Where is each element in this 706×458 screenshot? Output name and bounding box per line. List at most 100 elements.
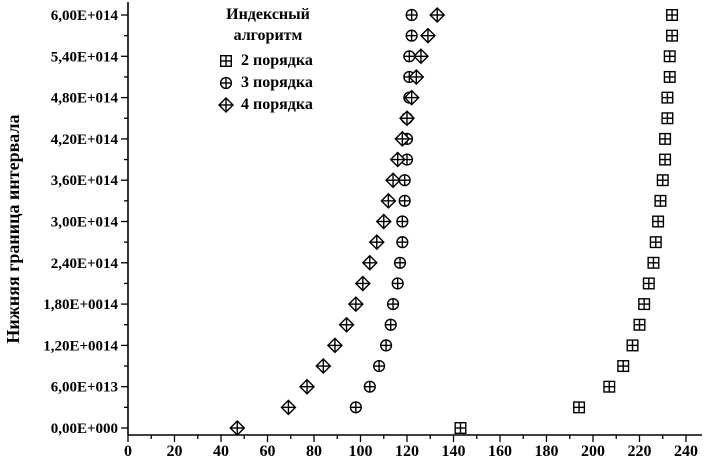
legend-title-line2: алгоритм: [233, 27, 303, 44]
data-point: [373, 359, 386, 373]
data-point: [663, 70, 676, 83]
data-point: [389, 151, 406, 168]
data-point: [299, 378, 316, 395]
data-point: [573, 401, 586, 414]
data-point: [386, 298, 400, 311]
data-point: [405, 8, 418, 22]
data-point: [642, 277, 655, 290]
data-point: [659, 132, 672, 145]
data-point: [326, 337, 343, 354]
data-point: [649, 236, 662, 249]
data-point: [396, 236, 409, 249]
data-point: [661, 91, 674, 104]
data-point: [405, 29, 418, 42]
legend-marker-glyph: [218, 97, 234, 113]
y-tick-label: 0,00E+000: [51, 421, 118, 437]
x-tick-label: 100: [349, 443, 373, 458]
x-tick-label: 80: [306, 443, 322, 458]
data-point: [656, 174, 669, 187]
data-point: [666, 29, 679, 42]
y-tick-label: 2,40E+014: [51, 256, 119, 272]
legend-entry-order4: 4 порядка: [208, 94, 328, 116]
x-tick-label: 240: [674, 443, 698, 458]
circle-plus-icon: [219, 76, 233, 90]
x-tick-label: 60: [260, 443, 276, 458]
y-tick-label: 1,80E+0014: [43, 297, 118, 313]
legend-title-line1: Индексный: [226, 6, 310, 23]
y-tick-label: 4,20E+014: [51, 132, 119, 148]
data-point: [666, 8, 679, 22]
x-tick-label: 40: [213, 443, 229, 458]
series-1: [454, 8, 679, 435]
data-point: [338, 316, 355, 333]
data-point: [633, 318, 646, 331]
data-point: [363, 380, 376, 393]
data-point: [380, 192, 397, 209]
data-point: [280, 399, 297, 416]
data-point: [385, 172, 402, 189]
data-point: [652, 215, 665, 228]
legend: Индексный алгоритм 2 порядка 3 порядка 4…: [208, 4, 328, 116]
data-point: [349, 401, 362, 414]
square-plus-icon: [220, 55, 233, 68]
data-point: [661, 112, 674, 125]
data-point: [229, 420, 246, 436]
data-point: [391, 277, 404, 290]
y-tick-label: 6,00E+014: [51, 8, 119, 24]
data-point: [412, 48, 429, 65]
data-point: [399, 110, 415, 127]
data-point: [396, 215, 409, 228]
data-point: [419, 27, 436, 44]
y-tick-label: 3,60E+014: [51, 173, 119, 189]
data-point: [647, 256, 660, 269]
data-point: [354, 275, 371, 292]
data-point: [398, 194, 411, 207]
data-point: [626, 339, 639, 352]
data-point: [663, 50, 676, 63]
y-tick-label: 6,00E+013: [51, 380, 118, 396]
data-point: [315, 358, 332, 375]
series-3: [229, 7, 446, 436]
legend-marker-glyph: [220, 55, 233, 68]
legend-entries: 2 порядка 3 порядка 4 порядка: [208, 50, 328, 116]
legend-entry-label: 2 порядка: [241, 52, 313, 69]
data-point: [384, 318, 397, 331]
x-tick-label: 200: [581, 443, 605, 458]
data-point: [368, 234, 385, 251]
data-point: [403, 89, 420, 106]
data-point: [617, 360, 630, 373]
x-tick-label: 160: [488, 443, 512, 458]
data-point: [603, 380, 616, 393]
x-tick-label: 140: [442, 443, 466, 458]
legend-entry-order2: 2 порядка: [208, 50, 328, 72]
data-point: [659, 153, 672, 166]
data-point: [638, 298, 651, 311]
y-tick-label: 5,40E+014: [51, 49, 119, 65]
legend-entry-label: 4 порядка: [241, 96, 313, 113]
y-tick-label: 4,80E+014: [51, 91, 119, 107]
data-point: [394, 130, 411, 147]
data-point: [347, 296, 364, 313]
data-point: [654, 194, 667, 207]
x-tick-label: 20: [167, 443, 183, 458]
data-point: [379, 339, 393, 352]
data-point: [393, 256, 407, 269]
series-2: [349, 8, 418, 414]
data-point: [375, 213, 392, 230]
data-point: [400, 153, 414, 166]
data-point: [408, 68, 425, 85]
x-tick-label: 0: [124, 443, 132, 458]
data-point: [429, 7, 446, 23]
y-tick-label: 3,00E+014: [51, 215, 119, 231]
x-tick-label: 180: [535, 443, 559, 458]
legend-marker-glyph: [219, 76, 233, 90]
x-tick-label: 120: [395, 443, 419, 458]
data-point: [454, 422, 467, 435]
diamond-plus-icon: [218, 97, 234, 113]
y-tick-label: 1,20E+0014: [43, 338, 118, 354]
x-tick-label: 220: [628, 443, 652, 458]
data-point: [361, 254, 378, 271]
legend-entry-order3: 3 порядка: [208, 72, 328, 94]
